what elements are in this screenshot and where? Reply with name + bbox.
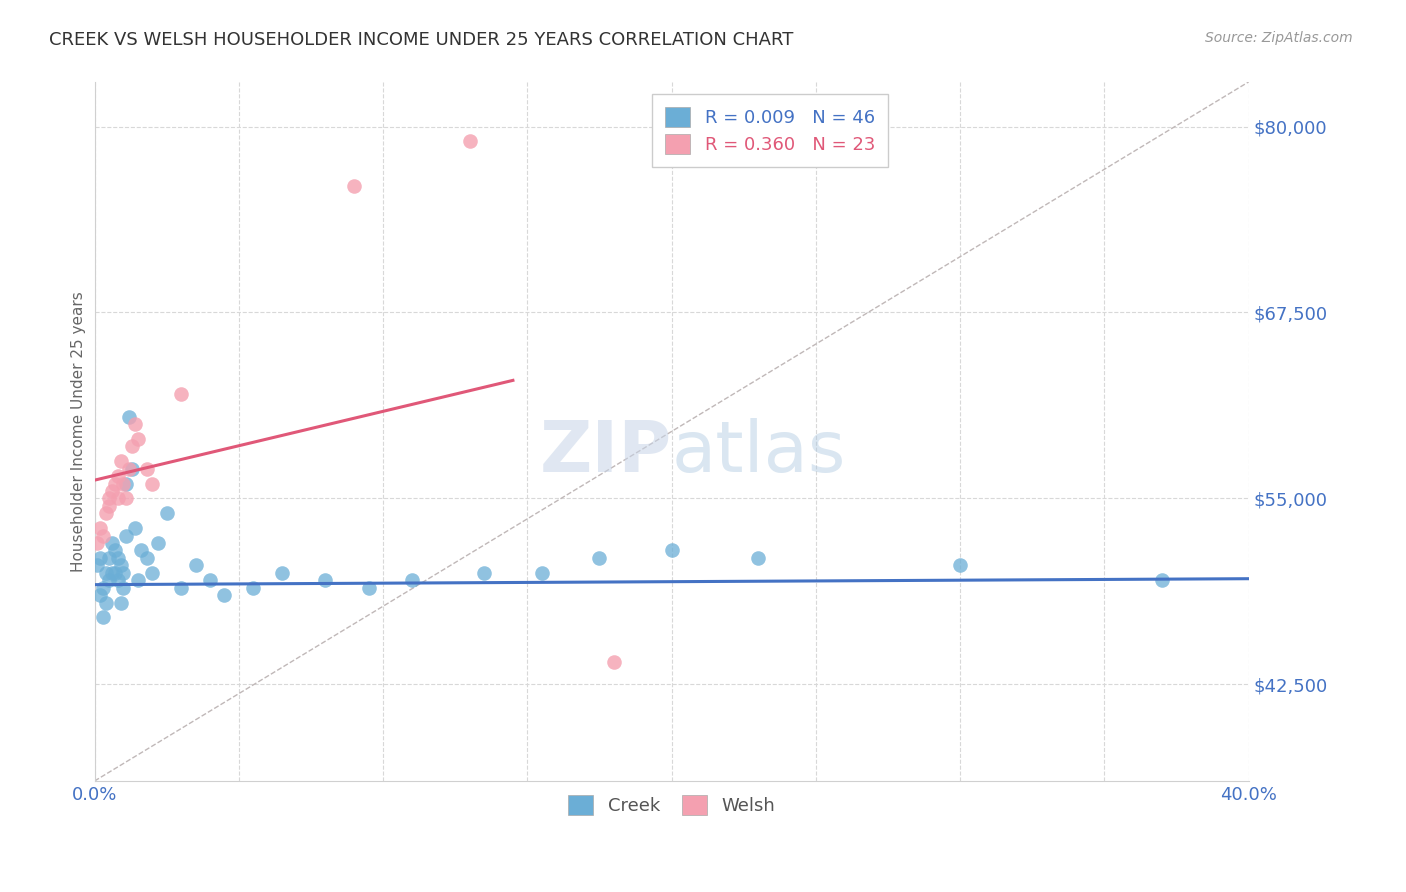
- Point: [184, 558, 207, 573]
- Point: [156, 506, 179, 520]
- Text: Source: ZipAtlas.com: Source: ZipAtlas.com: [1205, 31, 1353, 45]
- Point: [112, 566, 135, 580]
- Point: [661, 543, 683, 558]
- Point: [91, 581, 114, 595]
- Point: [242, 581, 264, 595]
- Point: [357, 581, 380, 595]
- Point: [107, 491, 129, 506]
- Point: [98, 499, 121, 513]
- Point: [89, 550, 111, 565]
- Point: [124, 521, 146, 535]
- Point: [89, 521, 111, 535]
- Y-axis label: Householder Income Under 25 years: Householder Income Under 25 years: [72, 291, 86, 572]
- Point: [118, 461, 141, 475]
- Point: [86, 558, 108, 573]
- Point: [107, 550, 129, 565]
- Point: [135, 461, 157, 475]
- Point: [343, 179, 366, 194]
- Point: [94, 595, 117, 609]
- Point: [104, 543, 127, 558]
- Point: [104, 476, 127, 491]
- Point: [127, 432, 149, 446]
- Point: [121, 461, 143, 475]
- Text: CREEK VS WELSH HOUSEHOLDER INCOME UNDER 25 YEARS CORRELATION CHART: CREEK VS WELSH HOUSEHOLDER INCOME UNDER …: [49, 31, 793, 49]
- Point: [1152, 573, 1174, 587]
- Point: [747, 550, 769, 565]
- Text: ZIP: ZIP: [540, 418, 672, 487]
- Point: [198, 573, 221, 587]
- Point: [91, 610, 114, 624]
- Point: [98, 550, 121, 565]
- Point: [146, 536, 169, 550]
- Point: [129, 543, 152, 558]
- Text: atlas: atlas: [672, 418, 846, 487]
- Legend: Creek, Welsh: Creek, Welsh: [560, 787, 785, 824]
- Point: [91, 528, 114, 542]
- Point: [314, 573, 336, 587]
- Point: [115, 528, 138, 542]
- Point: [127, 573, 149, 587]
- Point: [110, 595, 132, 609]
- Point: [121, 439, 143, 453]
- Point: [271, 566, 294, 580]
- Point: [603, 655, 626, 669]
- Point: [141, 566, 163, 580]
- Point: [98, 573, 121, 587]
- Point: [118, 409, 141, 424]
- Point: [104, 566, 127, 580]
- Point: [458, 135, 481, 149]
- Point: [141, 476, 163, 491]
- Point: [170, 387, 193, 401]
- Point: [94, 566, 117, 580]
- Point: [112, 581, 135, 595]
- Point: [401, 573, 423, 587]
- Point: [94, 506, 117, 520]
- Point: [124, 417, 146, 431]
- Point: [107, 469, 129, 483]
- Point: [530, 566, 553, 580]
- Point: [101, 536, 124, 550]
- Point: [101, 566, 124, 580]
- Point: [170, 581, 193, 595]
- Point: [214, 588, 236, 602]
- Point: [110, 558, 132, 573]
- Point: [949, 558, 972, 573]
- Point: [89, 588, 111, 602]
- Point: [110, 454, 132, 468]
- Point: [107, 573, 129, 587]
- Point: [115, 491, 138, 506]
- Point: [112, 476, 135, 491]
- Point: [115, 476, 138, 491]
- Point: [86, 536, 108, 550]
- Point: [101, 483, 124, 498]
- Point: [135, 550, 157, 565]
- Point: [588, 550, 610, 565]
- Point: [98, 491, 121, 506]
- Point: [472, 566, 495, 580]
